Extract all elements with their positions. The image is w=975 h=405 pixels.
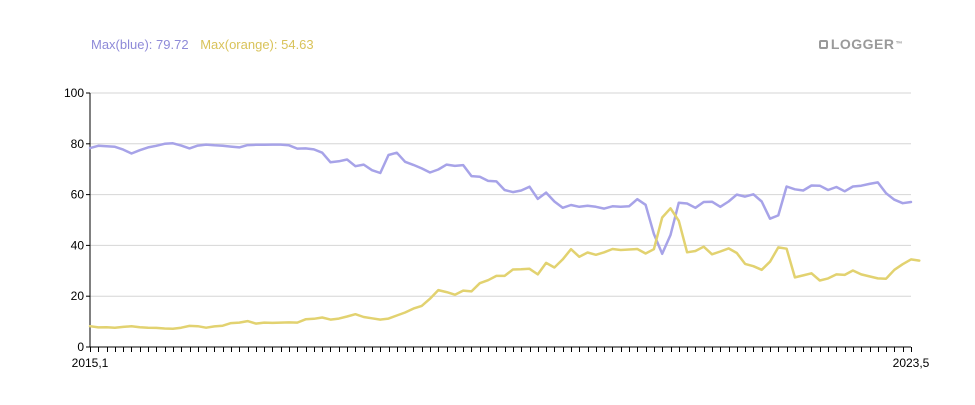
axes [86,92,912,352]
x-start-label: 2015,1 [72,356,109,370]
series-line-orange [88,207,921,330]
logo-mark-icon [818,39,828,49]
y-tick-label: 80 [71,137,85,151]
y-tick-label: 40 [71,238,85,252]
grid-lines [90,92,911,297]
logger-logo: LOGGER ™ [818,36,903,52]
legend-blue-max: Max(blue): 79.72 [91,37,189,52]
logo-text: LOGGER [830,36,895,52]
y-tick-label: 100 [64,86,84,100]
axis-labels: 0 20 40 60 80 100 2015,1 2023,5 [64,86,930,370]
legend-orange-max: Max(orange): 54.63 [200,37,314,52]
series-line-blue [88,142,913,256]
x-end-label: 2023,5 [893,356,930,370]
series-lines [88,142,921,330]
y-tick-label: 0 [77,340,84,354]
logo-trademark: ™ [895,40,903,48]
y-tick-label: 20 [71,289,85,303]
legend: Max(blue): 79.72 Max(orange): 54.63 [91,37,322,52]
y-tick-label: 60 [71,188,85,202]
